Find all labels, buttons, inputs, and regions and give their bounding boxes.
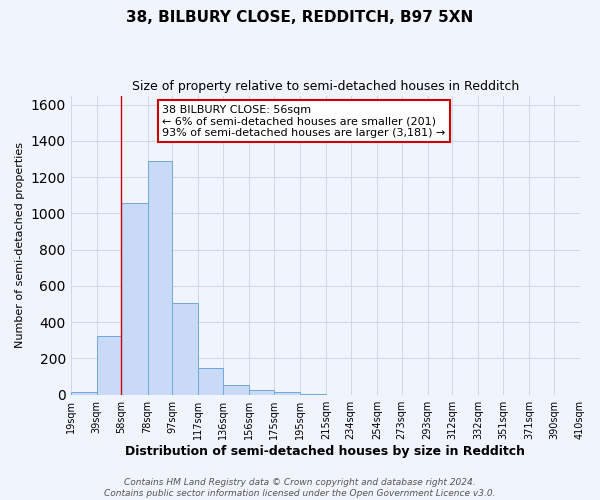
Text: 38 BILBURY CLOSE: 56sqm
← 6% of semi-detached houses are smaller (201)
93% of se: 38 BILBURY CLOSE: 56sqm ← 6% of semi-det… bbox=[163, 104, 446, 138]
Text: 38, BILBURY CLOSE, REDDITCH, B97 5XN: 38, BILBURY CLOSE, REDDITCH, B97 5XN bbox=[127, 10, 473, 25]
Bar bbox=[71, 392, 97, 394]
Bar bbox=[148, 161, 172, 394]
Y-axis label: Number of semi-detached properties: Number of semi-detached properties bbox=[15, 142, 25, 348]
Bar bbox=[97, 336, 121, 394]
X-axis label: Distribution of semi-detached houses by size in Redditch: Distribution of semi-detached houses by … bbox=[125, 444, 526, 458]
Bar bbox=[172, 303, 199, 394]
Bar bbox=[249, 390, 274, 394]
Bar bbox=[121, 202, 148, 394]
Bar bbox=[199, 368, 223, 394]
Bar bbox=[274, 392, 300, 394]
Text: Contains HM Land Registry data © Crown copyright and database right 2024.
Contai: Contains HM Land Registry data © Crown c… bbox=[104, 478, 496, 498]
Title: Size of property relative to semi-detached houses in Redditch: Size of property relative to semi-detach… bbox=[132, 80, 519, 93]
Bar bbox=[223, 384, 249, 394]
